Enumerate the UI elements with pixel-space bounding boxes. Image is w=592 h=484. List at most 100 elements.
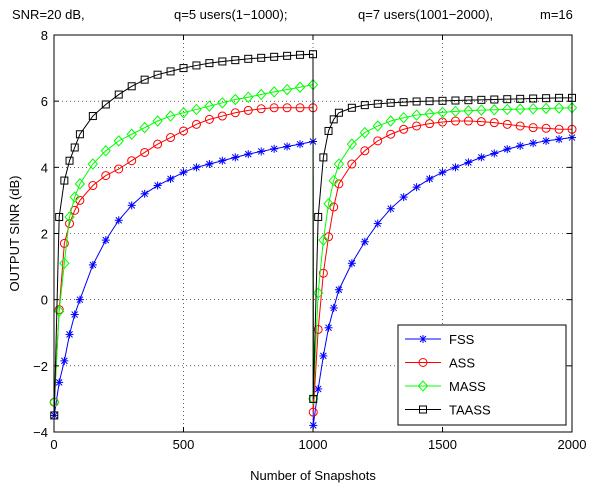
y-axis-label: OUTPUT SINR (dB) [7,175,22,291]
series-ass-point [373,136,383,146]
series-fss-point [283,142,292,151]
series-mass-point [553,102,565,114]
x-tick-label: 500 [173,437,195,452]
series-ass-point [140,147,150,157]
y-tick-label: 8 [41,28,48,43]
series-mass-point [230,93,241,106]
series-taass [50,50,576,420]
series-ass-point [412,121,422,131]
title-part-m: m=16 [540,7,573,22]
series-mass-point [359,126,370,139]
series-ass-point [360,146,370,156]
series-mass-point [450,105,461,118]
legend-swatch-marker [418,358,428,367]
series-mass-point [281,83,293,96]
series-ass-point [541,123,551,133]
y-tick-label: 6 [41,94,48,109]
series-fss-point [329,303,338,312]
series-ass-point [269,103,279,113]
series-taass-point [283,51,292,60]
series-mass-point [87,158,99,170]
series-taass-point [114,90,123,99]
series-taass-point [555,93,564,102]
series-taass-point [60,176,69,185]
legend-swatch-marker [419,405,427,414]
series-taass-point [244,54,253,63]
series-mass-point [346,138,358,150]
series-mass-point [527,103,539,115]
series-mass-point [385,115,396,127]
series-ass-point [347,159,357,169]
series-fss-point [555,135,564,144]
y-tick-label: −2 [33,359,48,374]
series-fss-point [296,140,305,149]
series-mass-point [424,107,435,120]
series-fss-point [324,323,333,332]
series-taass-point [127,82,136,91]
series-taass-point [464,96,473,105]
title-part-q5: q=5 users(1−1000); [174,7,287,22]
series-fss-point [503,145,512,154]
series-mass-point [59,257,70,270]
series-taass-point [347,103,356,112]
series-taass-point [425,97,434,106]
series-taass-point [309,394,318,403]
series-taass-point [218,57,227,66]
legend-swatch-marker [417,380,429,392]
series-fss-point [373,219,382,228]
series-mass-point [243,91,254,103]
series-taass-point [101,100,110,109]
y-tick-label: 0 [41,293,48,308]
series-taass-point [451,96,460,105]
series-fss-point [386,204,395,213]
series-mass-point [100,145,111,157]
series-taass-point [477,95,486,104]
series-ass-point [191,119,201,129]
series-fss-point [438,168,447,177]
series-taass-point [516,94,525,103]
x-tick-label: 0 [50,437,57,452]
series-taass-point [386,98,395,107]
series-ass-point [313,324,323,334]
y-tick-label: 4 [41,160,48,175]
series-fss-point [205,160,214,169]
series-fss-point [244,150,253,159]
x-tick-label: 1000 [299,437,328,452]
title-part-q7: q=7 users(1001−2000), [358,7,493,22]
series-ass-point [476,117,486,127]
title-part-snr: SNR=20 dB, [12,7,85,22]
series-ass-point [515,121,525,131]
plot-series [49,50,578,430]
series-ass-point [318,268,328,278]
series-fss-point [75,295,84,304]
series-mass-point [398,111,409,124]
series-mass-point [313,287,324,299]
series-ass-point [127,156,137,166]
series-mass-point [126,128,137,140]
series-fss-point [464,158,473,167]
series-taass-point [257,53,266,62]
series-mass-point [268,86,280,98]
series-fss-point [55,378,64,387]
series-fss-point [451,163,460,172]
series-fss-point [270,144,279,153]
series-taass-point [490,95,499,104]
series-taass-point [65,156,74,165]
chart-title: SNR=20 dB, q=5 users(1−1000); q=7 users(… [12,7,573,22]
series-taass-point [334,108,343,117]
legend-label: MASS [449,379,486,394]
series-taass-point [179,64,188,73]
legend-label: ASS [449,356,475,371]
series-mass-point [437,106,448,119]
series-fss-point [477,153,486,162]
series-taass-point [309,50,317,59]
series-fss-point [425,174,434,183]
series-mass-point [54,305,65,317]
series-mass-point [323,197,334,210]
legend-swatch-marker [419,335,427,343]
series-mass-point [139,121,150,134]
legend-label: FSS [449,332,475,347]
series-fss-point [231,153,240,162]
legend-item-fss: FSS [405,332,475,347]
series-fss-point [218,156,227,165]
